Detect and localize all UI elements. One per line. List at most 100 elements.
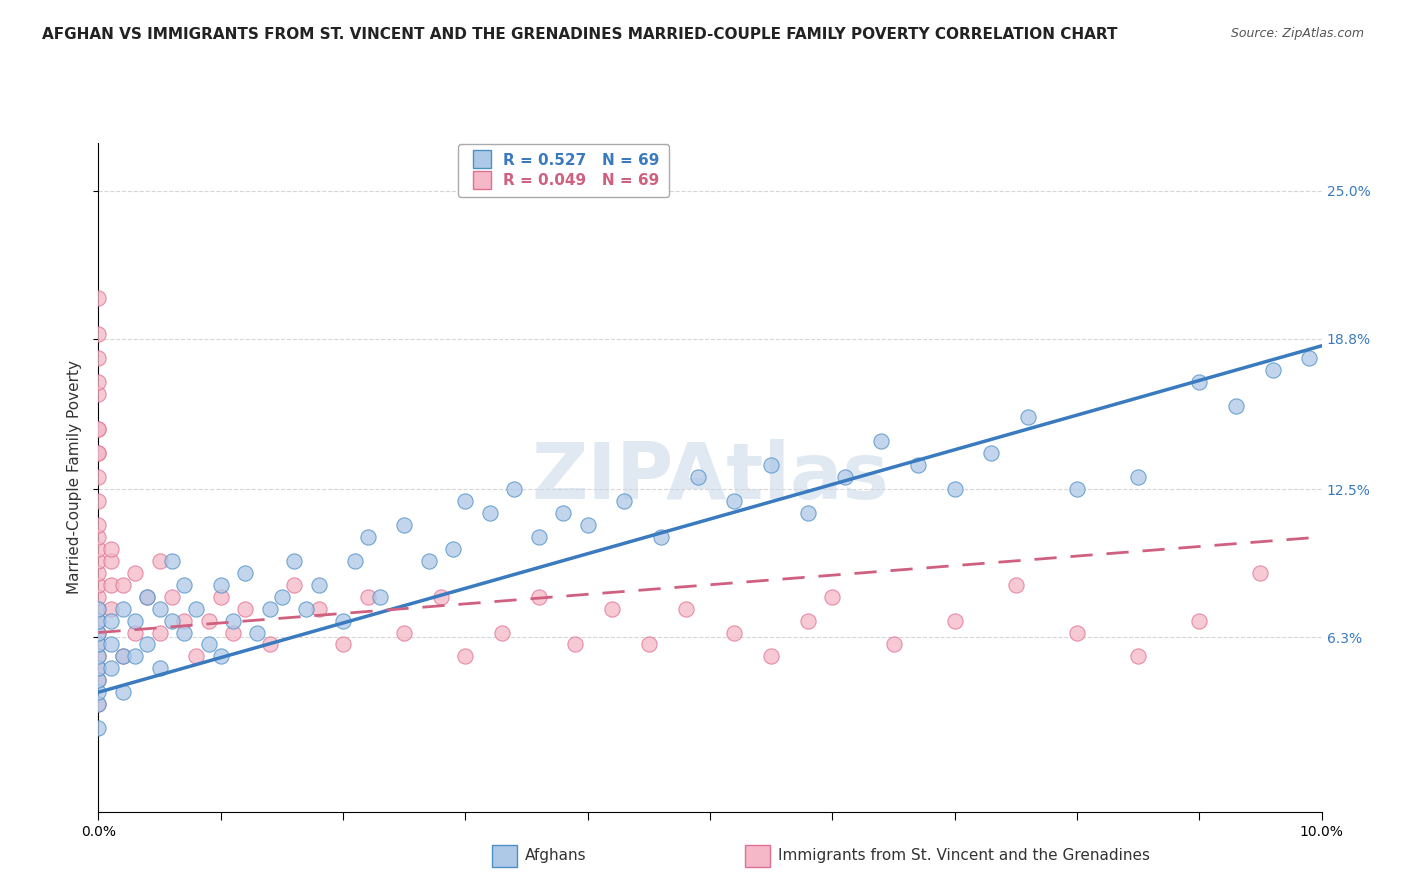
Point [222, 625, 245, 640]
Point [650, 530, 672, 544]
Point [308, 601, 330, 615]
Point [197, 637, 219, 651]
Point [87, 697, 110, 711]
Point [186, 601, 208, 615]
Point [87, 625, 110, 640]
Point [100, 614, 122, 628]
Point [1298, 351, 1320, 365]
Text: Immigrants from St. Vincent and the Grenadines: Immigrants from St. Vincent and the Gren… [778, 848, 1150, 863]
Point [87, 614, 110, 628]
Point [87, 446, 110, 460]
Point [368, 590, 391, 604]
Point [283, 578, 305, 592]
Point [870, 434, 893, 449]
Point [600, 601, 623, 615]
Point [392, 625, 416, 640]
Point [392, 518, 416, 533]
Point [87, 566, 110, 580]
Point [111, 578, 134, 592]
Point [87, 673, 110, 688]
Point [1004, 578, 1026, 592]
Point [87, 685, 110, 699]
Point [564, 637, 586, 651]
Point [149, 554, 172, 568]
Point [87, 673, 110, 688]
Point [87, 649, 110, 664]
Point [87, 386, 110, 401]
Point [943, 614, 966, 628]
Point [197, 614, 219, 628]
Point [1128, 470, 1150, 484]
Point [270, 590, 294, 604]
Y-axis label: Married-Couple Family Poverty: Married-Couple Family Poverty [67, 360, 83, 594]
Point [356, 530, 378, 544]
Point [100, 601, 122, 615]
Point [100, 554, 122, 568]
Point [87, 554, 110, 568]
Point [222, 614, 245, 628]
Point [87, 721, 110, 735]
Point [111, 685, 134, 699]
Point [87, 697, 110, 711]
Point [1128, 649, 1150, 664]
Point [259, 637, 281, 651]
Point [233, 566, 256, 580]
Point [283, 554, 305, 568]
Point [111, 649, 134, 664]
Point [111, 601, 134, 615]
Point [1066, 625, 1088, 640]
Point [87, 637, 110, 651]
Point [87, 494, 110, 508]
Point [186, 649, 208, 664]
Point [87, 625, 110, 640]
Text: AFGHAN VS IMMIGRANTS FROM ST. VINCENT AND THE GRENADINES MARRIED-COUPLE FAMILY P: AFGHAN VS IMMIGRANTS FROM ST. VINCENT AN… [42, 27, 1118, 42]
Point [100, 661, 122, 675]
Point [87, 422, 110, 436]
Point [797, 506, 820, 520]
Point [1017, 410, 1039, 425]
Point [87, 661, 110, 675]
Point [173, 625, 195, 640]
Point [1225, 399, 1247, 413]
Point [1188, 375, 1211, 389]
Point [907, 458, 929, 473]
Point [943, 482, 966, 496]
Point [491, 625, 513, 640]
Point [87, 470, 110, 484]
Point [87, 601, 110, 615]
Point [100, 578, 122, 592]
Point [136, 637, 159, 651]
Text: ZIPAtlas: ZIPAtlas [531, 439, 889, 516]
Point [160, 554, 183, 568]
Point [124, 649, 146, 664]
Point [149, 661, 172, 675]
Point [246, 625, 269, 640]
Point [149, 625, 172, 640]
Point [761, 458, 783, 473]
Point [478, 506, 501, 520]
Point [675, 601, 697, 615]
Point [454, 649, 477, 664]
Point [980, 446, 1002, 460]
Point [430, 590, 453, 604]
Point [454, 494, 477, 508]
Point [797, 614, 820, 628]
Point [834, 470, 856, 484]
Point [87, 530, 110, 544]
Point [136, 590, 159, 604]
Point [527, 590, 550, 604]
Point [173, 578, 195, 592]
Point [87, 326, 110, 341]
Point [553, 506, 575, 520]
Point [87, 518, 110, 533]
Point [160, 614, 183, 628]
Point [124, 614, 146, 628]
Point [124, 566, 146, 580]
Point [100, 637, 122, 651]
Point [149, 601, 172, 615]
Text: Afghans: Afghans [524, 848, 586, 863]
Point [87, 649, 110, 664]
Text: Source: ZipAtlas.com: Source: ZipAtlas.com [1230, 27, 1364, 40]
Point [259, 601, 281, 615]
Point [503, 482, 526, 496]
